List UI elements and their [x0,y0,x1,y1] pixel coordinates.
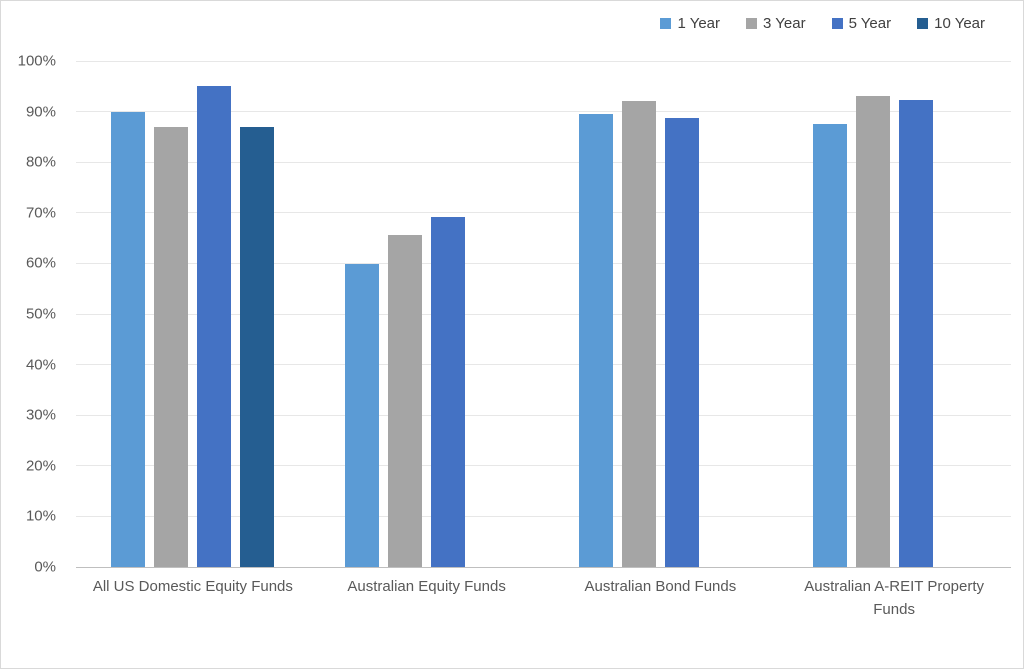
legend-item-10-year: 10 Year [917,15,985,32]
legend: 1 Year 3 Year 5 Year 10 Year [660,15,985,32]
legend-label: 10 Year [934,15,985,32]
bar-group-australian-bond-funds [544,61,778,567]
gridline [76,414,1011,416]
bar-1-year [345,264,380,567]
legend-swatch-10-year [917,18,929,29]
gridline [76,313,1011,315]
y-tick-label: 10% [25,507,56,525]
bar-5-year [197,86,232,567]
bar-groups [76,61,1011,567]
gridline [76,364,1011,366]
legend-label: 1 Year [677,15,721,32]
bar-group-all-us-domestic-equity-funds [76,61,310,567]
legend-item-1-year: 1 Year [660,15,720,32]
y-tick-label: 40% [25,356,56,374]
x-axis-line [76,566,1011,568]
legend-item-3-year: 3 Year [746,15,806,32]
y-tick-label: 50% [25,305,56,323]
y-tick-label: 60% [25,254,56,272]
gridline [76,212,1011,214]
bar-3-year [621,101,656,567]
bar-3-year [154,126,189,567]
gridline [76,111,1011,113]
bar-1-year [578,114,613,567]
y-tick-label: 20% [25,457,56,475]
bar-1-year [111,111,146,567]
bar-10-year [240,126,275,567]
gridline [76,161,1011,163]
x-axis-labels: All US Domestic Equity Funds Australian E… [76,576,1011,621]
y-tick-label: 90% [25,103,56,121]
category-label-australian-a-reit-property-funds: Australian A-REIT Property Funds [804,578,985,618]
bar-5-year [431,216,466,567]
y-tick-label: 100% [17,52,56,70]
bar-5-year [664,118,699,567]
bar-5-year [898,99,933,567]
legend-label: 5 Year [848,15,892,32]
y-tick-label: 30% [25,406,56,424]
legend-swatch-1-year [660,18,672,29]
y-tick-label: 70% [25,204,56,222]
category-label-all-us-domestic-equity-funds: All US Domestic Equity Funds [92,578,293,595]
y-axis-labels: 0% 10% 20% 30% 40% 50% 60% 70% 80% 90% 100% [1,54,56,575]
gridline [76,515,1011,517]
gridline [76,262,1011,264]
category-label-australian-bond-funds: Australian Bond Funds [584,578,737,595]
gridline [76,60,1011,62]
bar-3-year [855,96,890,567]
legend-swatch-5-year [831,18,843,29]
legend-item-5-year: 5 Year [831,15,892,32]
plot-area [76,60,1011,568]
gridline [76,465,1011,467]
bar-group-australian-equity-funds [310,61,544,567]
y-tick-label: 0% [34,558,56,576]
category-label-australian-equity-funds: Australian Equity Funds [347,578,506,595]
bar-1-year [812,124,847,567]
y-tick-label: 80% [25,153,56,171]
legend-swatch-3-year [746,18,758,29]
bar-3-year [388,234,423,567]
bar-group-australian-a-reit-property-funds [777,61,1011,567]
legend-label: 3 Year [763,15,806,32]
